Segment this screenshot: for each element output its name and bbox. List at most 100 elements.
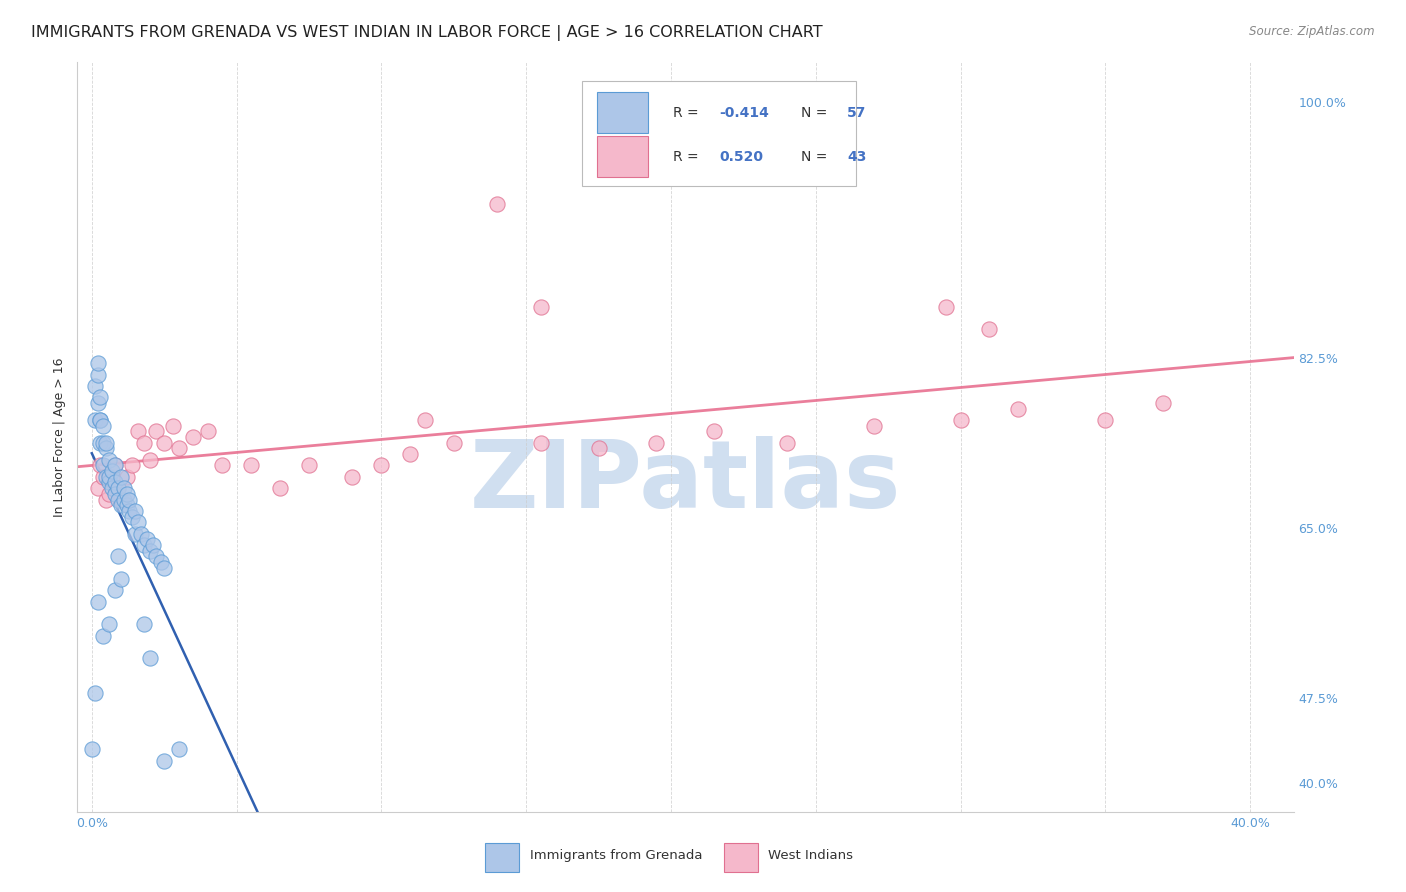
Point	[96, 492, 118, 507]
Point	[138, 651, 160, 665]
Point	[269, 481, 291, 495]
Bar	[596, 136, 648, 178]
Point	[124, 526, 146, 541]
Point	[107, 492, 129, 507]
Point	[104, 487, 127, 501]
Text: Immigrants from Grenada: Immigrants from Grenada	[530, 848, 702, 862]
Point	[93, 470, 115, 484]
Point	[153, 754, 176, 768]
Point	[98, 487, 121, 501]
Point	[443, 435, 465, 450]
Text: IMMIGRANTS FROM GRENADA VS WEST INDIAN IN LABOR FORCE | AGE > 16 CORRELATION CHA: IMMIGRANTS FROM GRENADA VS WEST INDIAN I…	[31, 25, 823, 41]
Point	[86, 595, 108, 609]
Point	[127, 515, 149, 529]
Text: -0.414: -0.414	[720, 105, 769, 120]
Point	[167, 442, 190, 456]
Point	[80, 742, 103, 756]
Point	[96, 470, 118, 484]
Point	[132, 538, 155, 552]
Point	[150, 555, 173, 569]
Point	[89, 413, 111, 427]
Point	[142, 538, 165, 552]
Point	[93, 435, 115, 450]
Point	[486, 197, 509, 211]
Text: West Indians: West Indians	[768, 848, 853, 862]
Point	[197, 425, 219, 439]
Point	[399, 447, 422, 461]
Point	[104, 458, 127, 473]
Point	[96, 435, 118, 450]
Point	[167, 742, 190, 756]
Point	[89, 458, 111, 473]
Point	[101, 464, 124, 478]
Point	[530, 300, 553, 314]
Point	[86, 368, 108, 382]
Point	[83, 413, 105, 427]
Point	[153, 435, 176, 450]
Point	[86, 396, 108, 410]
Text: N =: N =	[801, 150, 832, 164]
Point	[645, 435, 668, 450]
Point	[104, 475, 127, 490]
Text: 43: 43	[848, 150, 866, 164]
Point	[181, 430, 204, 444]
Point	[129, 526, 152, 541]
Point	[104, 458, 127, 473]
Point	[776, 435, 799, 450]
Text: ZIPatlas: ZIPatlas	[470, 436, 901, 528]
Point	[132, 617, 155, 632]
Point	[112, 492, 135, 507]
Point	[138, 543, 160, 558]
Point	[112, 481, 135, 495]
FancyBboxPatch shape	[582, 81, 856, 186]
Bar	[485, 843, 519, 871]
Text: R =: R =	[673, 105, 703, 120]
Point	[110, 470, 132, 484]
Point	[86, 481, 108, 495]
Point	[98, 475, 121, 490]
Point	[1094, 413, 1116, 427]
Point	[145, 425, 167, 439]
Text: R =: R =	[673, 150, 703, 164]
Point	[1152, 396, 1174, 410]
Point	[211, 458, 233, 473]
Point	[703, 425, 725, 439]
Point	[135, 533, 157, 547]
Point	[342, 470, 364, 484]
Point	[89, 435, 111, 450]
Point	[101, 481, 124, 495]
Y-axis label: In Labor Force | Age > 16: In Labor Force | Age > 16	[53, 358, 66, 516]
Point	[98, 470, 121, 484]
Point	[118, 492, 141, 507]
Point	[93, 629, 115, 643]
Point	[83, 685, 105, 699]
Point	[530, 435, 553, 450]
Point	[110, 492, 132, 507]
Text: 0.520: 0.520	[720, 150, 763, 164]
Point	[127, 425, 149, 439]
Point	[145, 549, 167, 564]
Bar	[596, 92, 648, 133]
Point	[132, 435, 155, 450]
Point	[240, 458, 263, 473]
Text: 57: 57	[848, 105, 866, 120]
Point	[935, 300, 957, 314]
Point	[413, 413, 436, 427]
Point	[101, 470, 124, 484]
Point	[83, 379, 105, 393]
Text: N =: N =	[801, 105, 832, 120]
Point	[588, 442, 610, 456]
Point	[115, 470, 138, 484]
Point	[124, 504, 146, 518]
Point	[89, 390, 111, 404]
Point	[862, 418, 884, 433]
Point	[107, 549, 129, 564]
Point	[89, 413, 111, 427]
Point	[1007, 401, 1029, 416]
Point	[110, 572, 132, 586]
Point	[110, 498, 132, 512]
Point	[162, 418, 184, 433]
Point	[118, 504, 141, 518]
Point	[298, 458, 321, 473]
Text: Source: ZipAtlas.com: Source: ZipAtlas.com	[1250, 25, 1375, 38]
